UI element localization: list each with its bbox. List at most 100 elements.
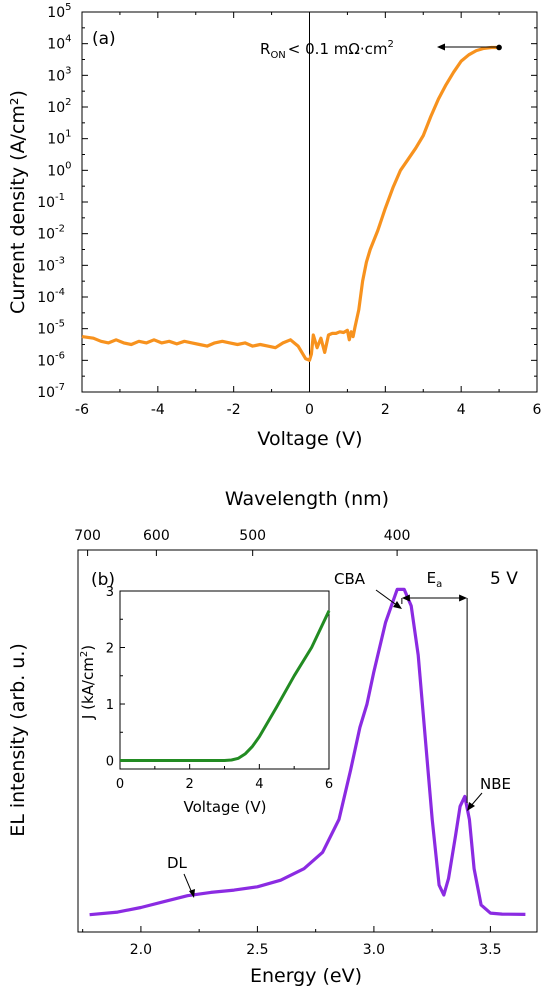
dl-arrow (183, 873, 193, 894)
panel-a-y-tick-exp: 1 (65, 129, 71, 140)
ea-label-base: E (427, 569, 436, 587)
dl-label: DL (167, 854, 188, 872)
panel-b-top-axis-label: Wavelength (nm) (225, 488, 389, 510)
panel-a-y-axis-label: Current density (A/cm²) (7, 90, 29, 314)
inset-y-axis-label: J (kA/cm2) (79, 645, 97, 720)
panel-a-x-tick-label: -4 (151, 402, 165, 418)
panel-a-y-tick-exp: -4 (55, 287, 65, 298)
panel-a-x-tick-label: 4 (457, 402, 466, 418)
inset-y-axis-label-end: ) (79, 645, 97, 651)
panel-a-x-axis-label: Voltage (V) (257, 428, 362, 450)
cba-arrowhead (393, 601, 402, 609)
panel-b-top-tick-label: 600 (143, 528, 170, 544)
panel-b-top-ticks: 700 600 500 400 (74, 528, 410, 556)
inset-x-axis-label: Voltage (V) (184, 798, 267, 816)
cba-label: CBA (334, 570, 366, 588)
panel-a: 10510410310210110010-110-210-310-410-510… (7, 2, 542, 450)
panel-a-x-tick-label: 2 (381, 402, 390, 418)
inset-y-axis-label-sup: 2 (79, 651, 90, 657)
panel-a-x-tick-label: 6 (533, 402, 542, 418)
nbe-annotation: NBE (467, 775, 511, 811)
panel-a-x-tick-label: -6 (75, 402, 89, 418)
panel-a-y-tick-label: 103 (47, 65, 71, 84)
panel-a-y-tick-label: 102 (47, 97, 71, 116)
inset-x-tick-label: 0 (116, 777, 124, 792)
panel-a-y-tick-label: 10-1 (37, 192, 65, 211)
ea-label: Ea (427, 569, 443, 590)
inset-y-tick-label: 0 (106, 755, 114, 770)
panel-a-y-tick-label: 10-4 (37, 287, 65, 306)
panel-a-y-tick-exp: -5 (55, 319, 65, 330)
panel-b-label: (b) (91, 570, 115, 590)
panel-a-y-tick-exp: -7 (55, 382, 65, 393)
panel-a-y-tick-base: 10 (37, 195, 55, 211)
panel-a-y-tick-label: 10-6 (37, 350, 65, 369)
panel-a-y-tick-exp: 3 (65, 65, 71, 76)
ron-data-point (496, 44, 502, 51)
inset-frame (119, 590, 330, 770)
panel-b-top-tick-label: 500 (239, 528, 266, 544)
panel-a-y-tick-base: 10 (47, 37, 65, 53)
panel-a-y-tick-label: 10-2 (37, 224, 65, 243)
panel-a-x-ticks: -6 -4 -2 0 2 4 6 (75, 12, 542, 418)
panel-a-y-tick-base: 10 (47, 68, 65, 84)
inset-y-tick-label: 2 (106, 642, 114, 657)
ron-annotation-sub: ON (270, 50, 285, 61)
panel-a-y-tick-exp: 2 (65, 97, 71, 108)
ea-label-sub: a (436, 579, 442, 590)
dl-annotation: DL (167, 854, 195, 898)
panel-a-y-tick-label: 100 (47, 160, 71, 179)
nbe-label: NBE (480, 775, 511, 793)
panel-a-y-tick-base: 10 (37, 385, 55, 401)
panel-a-series-line (81, 45, 500, 362)
panel-b-voltage-label: 5 V (490, 569, 518, 589)
inset-x-tick-label: 2 (186, 777, 194, 792)
panel-a-y-tick-exp: 0 (65, 160, 71, 171)
panel-b-x-ticks: 2.0 2.5 3.0 3.5 (82, 926, 502, 958)
panel-b-y-axis-label: EL intensity (arb. u.) (7, 643, 29, 837)
panel-a-y-tick-base: 10 (47, 132, 65, 148)
ea-arrowhead-right (459, 594, 468, 602)
panel-a-label: (a) (92, 29, 116, 49)
panel-a-x-tick-label: -2 (227, 402, 241, 418)
ron-annotation-text: < 0.1 mΩ·cm (288, 40, 388, 58)
panel-a-y-tick-exp: -3 (55, 255, 65, 266)
dl-arrowhead (189, 889, 195, 898)
panel-a-y-tick-base: 10 (37, 322, 55, 338)
cba-annotation: CBA (334, 570, 402, 609)
cba-arrow (375, 589, 399, 607)
panel-a-y-tick-base: 10 (47, 163, 65, 179)
inset-y-tick-label: 3 (106, 585, 114, 600)
panel-a-y-tick-label: 10-3 (37, 255, 65, 274)
inset-x-tick-label: 6 (325, 777, 333, 792)
panel-a-y-tick-exp: -2 (55, 224, 65, 235)
panel-a-y-tick-label: 104 (47, 34, 71, 53)
panel-a-y-tick-exp: -1 (55, 192, 65, 203)
panel-a-y-tick-exp: 5 (65, 2, 71, 13)
panel-a-y-tick-base: 10 (37, 258, 55, 274)
panel-b-frame (77, 549, 538, 933)
ea-arrowhead-left (401, 594, 410, 602)
inset-y-axis-label-base: J (kA/cm (79, 657, 97, 720)
nbe-arrowhead (467, 802, 475, 811)
panel-a-y-tick-label: 10-5 (37, 319, 65, 338)
panel-a-y-tick-exp: 4 (65, 34, 71, 45)
svg-text:RON< 0.1 mΩ·cm2: RON < 0.1 mΩ·cm2 (260, 39, 394, 61)
panel-b: Wavelength (nm) 700 600 500 400 2.0 2.5 3.0 3.… (7, 488, 538, 987)
ron-annotation-sup: 2 (387, 39, 393, 50)
ron-annotation-r: R (260, 40, 270, 58)
inset-x-tick-label: 4 (255, 777, 263, 792)
panel-b-x-axis-label: Energy (eV) (250, 965, 362, 987)
panel-b-top-tick-label: 700 (74, 528, 101, 544)
panel-b-x-tick-label: 2.0 (130, 942, 152, 958)
panel-a-y-ticks: 10510410310210110010-110-210-310-410-510… (37, 2, 537, 401)
inset-y-tick-label: 1 (106, 698, 114, 713)
ron-annotation: RON < 0.1 mΩ·cm2 (260, 39, 500, 61)
inset-series-line (120, 610, 331, 762)
ron-annotation-arrowhead (437, 43, 445, 51)
panel-a-x-tick-label: 0 (305, 402, 314, 418)
panel-a-y-tick-label: 101 (47, 129, 71, 148)
panel-a-y-tick-label: 105 (47, 2, 71, 21)
panel-a-y-tick-exp: -6 (55, 350, 65, 361)
